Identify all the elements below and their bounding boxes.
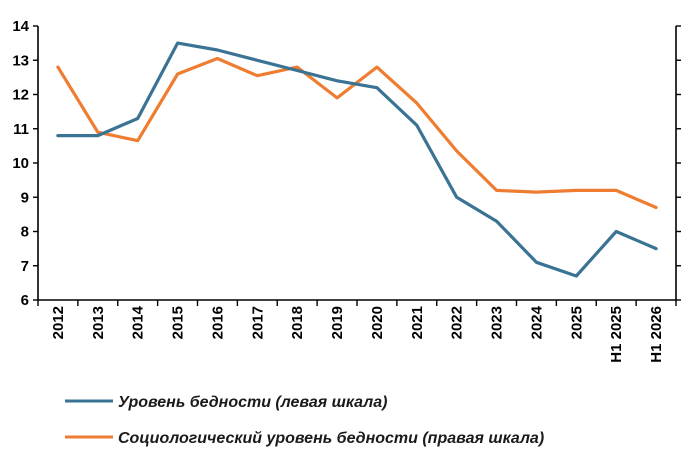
x-tick-label: 2012: [50, 306, 67, 339]
y-tick-label: 10: [12, 155, 29, 172]
x-tick-label: 2025: [568, 306, 585, 339]
series-line-sociological-poverty-level: [56, 56, 658, 210]
y-tick-label: 13: [12, 52, 29, 69]
y-tick-label: 6: [21, 292, 29, 309]
y-tick-label: 11: [13, 121, 29, 138]
x-tick-label: 2024: [528, 305, 545, 339]
legend: Уровень бедности (левая шкала) Социологи…: [65, 394, 544, 447]
plot-area: [33, 25, 681, 306]
x-tick-label: 2020: [369, 306, 386, 339]
y-axis-tick-labels: 6 7 8 9 10 11 12 13 14: [12, 18, 29, 309]
x-tick-label: 2021: [409, 306, 426, 339]
x-tick-label: 2019: [329, 306, 346, 339]
x-tick-label: H1 2025: [608, 306, 625, 363]
x-tick-label: 2017: [249, 306, 266, 339]
y-tick-label: 9: [21, 189, 29, 206]
legend-label-poverty-level: Уровень бедности (левая шкала): [118, 394, 387, 411]
x-tick-label: 2016: [209, 306, 226, 339]
y-tick-label: 12: [12, 87, 29, 104]
y-tick-label: 14: [12, 18, 29, 35]
x-tick-label: 2013: [90, 306, 107, 339]
x-tick-label: 2015: [170, 306, 187, 339]
x-tick-label: H1 2026: [648, 306, 665, 363]
legend-label-sociological-poverty-level: Социологический уровень бедности (правая…: [118, 430, 544, 447]
x-tick-label: 2022: [449, 306, 466, 339]
y-tick-label: 7: [21, 258, 29, 275]
x-axis-tick-labels: 2012 2013 2014 2015 2016 2017 2018 2019 2020 2021…: [50, 305, 665, 362]
x-tick-label: 2014: [130, 305, 147, 339]
series-layer: [56, 41, 658, 278]
series-line-poverty-level: [56, 41, 658, 278]
x-tick-label: 2023: [489, 306, 506, 339]
x-tick-label: 2018: [289, 306, 306, 339]
y-tick-label: 8: [21, 224, 29, 241]
